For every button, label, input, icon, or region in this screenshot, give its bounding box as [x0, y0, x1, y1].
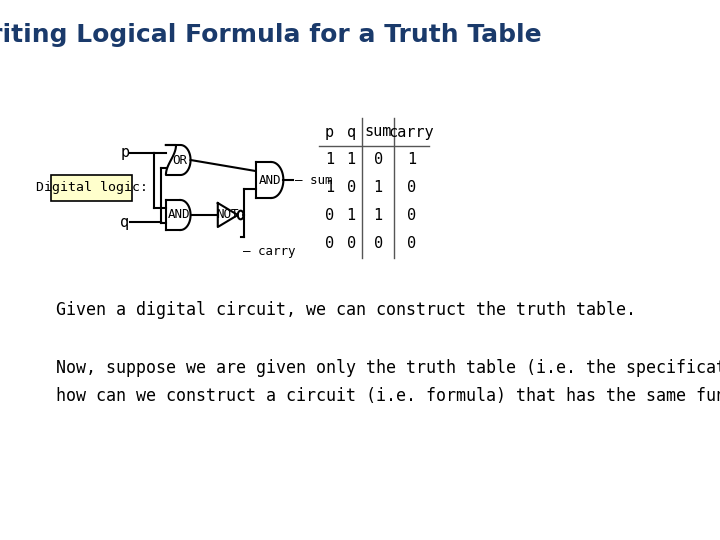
Text: 0: 0: [346, 237, 356, 252]
Text: 1: 1: [374, 180, 382, 195]
Text: 0: 0: [374, 237, 382, 252]
Text: 0: 0: [408, 180, 416, 195]
Text: 1: 1: [325, 152, 334, 167]
Text: 0: 0: [325, 237, 334, 252]
Text: 1: 1: [408, 152, 416, 167]
Text: 1: 1: [346, 208, 356, 224]
Text: 1: 1: [346, 152, 356, 167]
Text: OR: OR: [172, 153, 187, 166]
FancyBboxPatch shape: [51, 175, 132, 201]
Text: 0: 0: [346, 180, 356, 195]
Text: Writing Logical Formula for a Truth Table: Writing Logical Formula for a Truth Tabl…: [0, 23, 542, 47]
Text: q: q: [346, 125, 356, 139]
Text: Now, suppose we are given only the truth table (i.e. the specification),: Now, suppose we are given only the truth…: [56, 359, 720, 377]
Text: AND: AND: [168, 208, 191, 221]
Text: 1: 1: [325, 180, 334, 195]
Text: q: q: [120, 214, 130, 230]
Text: 0: 0: [408, 237, 416, 252]
Text: — sum: — sum: [294, 173, 332, 186]
Text: 0: 0: [408, 208, 416, 224]
Text: p: p: [325, 125, 334, 139]
Text: Given a digital circuit, we can construct the truth table.: Given a digital circuit, we can construc…: [56, 301, 636, 319]
Text: carry: carry: [389, 125, 435, 139]
Text: 0: 0: [374, 152, 382, 167]
Text: Digital logic:: Digital logic:: [36, 181, 148, 194]
Text: 1: 1: [374, 208, 382, 224]
Text: NOT: NOT: [216, 208, 238, 221]
Text: AND: AND: [259, 173, 282, 186]
Text: 0: 0: [325, 208, 334, 224]
Text: sum: sum: [364, 125, 392, 139]
Text: p: p: [120, 145, 130, 160]
Text: — carry: — carry: [243, 246, 295, 259]
Text: how can we construct a circuit (i.e. formula) that has the same function?: how can we construct a circuit (i.e. for…: [56, 387, 720, 405]
